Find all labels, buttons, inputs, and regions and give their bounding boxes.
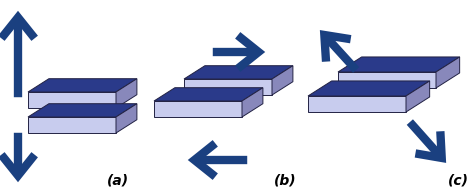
- Polygon shape: [338, 72, 436, 88]
- Polygon shape: [28, 104, 137, 117]
- Polygon shape: [308, 96, 406, 112]
- Polygon shape: [28, 79, 137, 92]
- Polygon shape: [184, 66, 293, 79]
- Text: (b): (b): [273, 174, 296, 188]
- Polygon shape: [184, 79, 272, 95]
- Text: (a): (a): [107, 174, 129, 188]
- Polygon shape: [154, 101, 242, 117]
- Polygon shape: [308, 81, 429, 96]
- Polygon shape: [28, 92, 116, 108]
- Polygon shape: [338, 57, 460, 72]
- Polygon shape: [116, 104, 137, 133]
- Polygon shape: [116, 79, 137, 108]
- Polygon shape: [154, 88, 263, 101]
- Text: (c): (c): [447, 174, 468, 188]
- Polygon shape: [242, 88, 263, 117]
- Polygon shape: [272, 66, 293, 95]
- Polygon shape: [28, 117, 116, 133]
- Polygon shape: [436, 57, 460, 88]
- Polygon shape: [406, 81, 429, 112]
